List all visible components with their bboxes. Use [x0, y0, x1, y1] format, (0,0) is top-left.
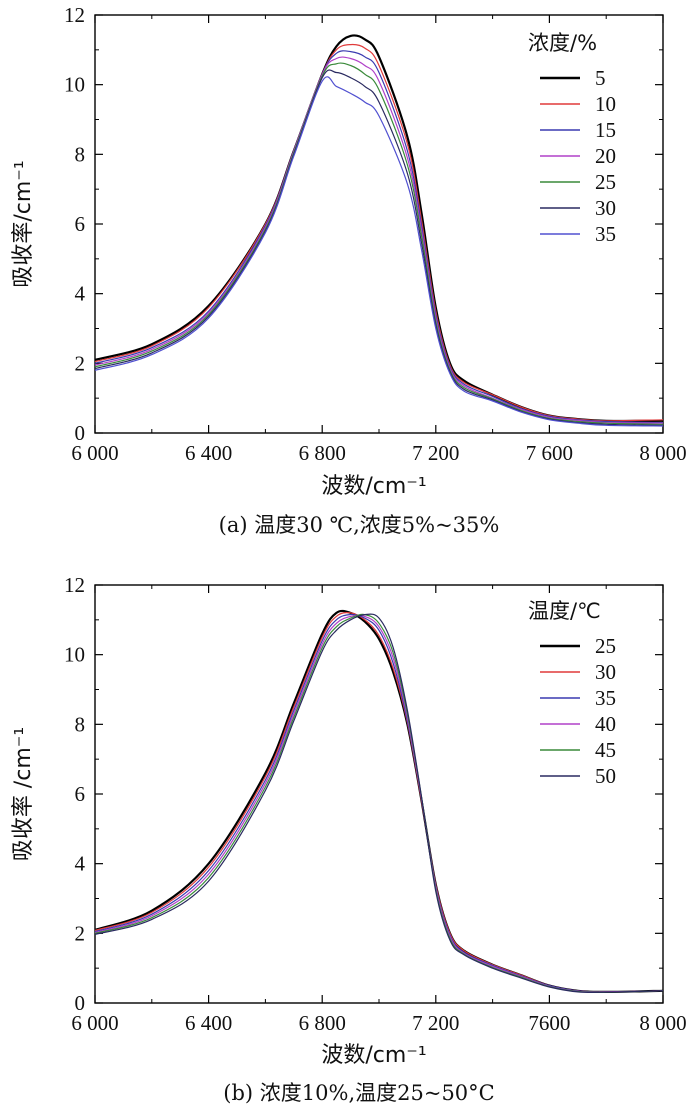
panel-a-x-tick-label: 8 000 — [639, 441, 686, 465]
panel-b-y-axis-title: 吸收率 /cm⁻¹ — [11, 727, 36, 861]
panel-b-legend-label-25: 25 — [595, 634, 616, 658]
panel-a-legend-label-15: 15 — [595, 118, 616, 142]
panel-b-x-tick-label: 8 000 — [639, 1011, 686, 1035]
panel-a-legend-label-30: 30 — [595, 196, 616, 220]
panel-a-y-tick-label: 12 — [64, 3, 85, 27]
panel-a-y-tick-label: 0 — [75, 421, 86, 445]
panel-b-y-tick-label: 0 — [75, 991, 86, 1015]
panel-b-y-tick-label: 12 — [64, 573, 85, 597]
panel-b-series-line-25 — [94, 609, 664, 994]
panel-b-x-tick-label: 6 000 — [71, 1011, 118, 1035]
panel-b-x-tick-label: 6 800 — [299, 1011, 346, 1035]
panel-b-x-axis-title: 波数/cm⁻¹ — [321, 1043, 426, 1068]
panel-b-y-tick-label: 8 — [75, 712, 86, 736]
panel-a-x-tick-label: 7 600 — [526, 441, 573, 465]
panel-a-caption: (a) 温度30 ℃,浓度5%~35% — [219, 513, 500, 537]
panel-b-x-tick-label: 7600 — [528, 1011, 570, 1035]
panel-b-x-tick-label: 6 400 — [185, 1011, 232, 1035]
panel-a-x-tick-label: 6 800 — [299, 441, 346, 465]
panel-a-series-line-15 — [94, 50, 664, 424]
panel-a-y-axis-title: 吸收率/cm⁻¹ — [11, 160, 36, 287]
panel-a-x-tick-label: 7 200 — [412, 441, 459, 465]
panel-b-y-tick-label: 10 — [64, 643, 85, 667]
panel-b-legend-title: 温度/℃ — [528, 599, 601, 623]
panel-a-y-tick-label: 6 — [75, 212, 86, 236]
panel-b-x-tick-label: 7 200 — [412, 1011, 459, 1035]
panel-a-x-tick-label: 6 000 — [71, 441, 118, 465]
panel-a-x-tick-label: 6 400 — [185, 441, 232, 465]
panel-b-legend-label-35: 35 — [595, 686, 616, 710]
panel-a-series-line-5 — [94, 34, 664, 423]
panel-a-legend-label-25: 25 — [595, 170, 616, 194]
panel-a-series-line-20 — [94, 56, 664, 424]
panel-a-series-line-10 — [94, 43, 664, 422]
panel-b-series-line-50 — [94, 613, 664, 994]
panel-b-legend-label-45: 45 — [595, 738, 616, 762]
panel-a-y-tick-label: 10 — [64, 73, 85, 97]
panel-a-legend-label-5: 5 — [595, 66, 606, 90]
panel-a-legend-label-20: 20 — [595, 144, 616, 168]
panel-b-caption: (b) 浓度10%,温度25~50°C — [223, 1081, 494, 1105]
panel-a-series-line-35 — [94, 76, 664, 427]
panel-b-plot-frame — [94, 584, 664, 1004]
panel-b-series-line-30 — [94, 612, 664, 993]
panel-a-legend-label-10: 10 — [595, 92, 616, 116]
panel-b-series-line-35 — [94, 613, 664, 993]
panel-a-legend-title: 浓度/% — [528, 31, 597, 55]
panel-a-series-line-30 — [94, 69, 664, 426]
panel-a-legend-label-35: 35 — [595, 222, 616, 246]
panel-a-y-tick-label: 8 — [75, 142, 86, 166]
panel-a-y-tick-label: 4 — [75, 282, 86, 306]
panel-a-series-line-25 — [94, 62, 664, 425]
panel-b-legend-label-30: 30 — [595, 660, 616, 684]
panel-b-y-tick-label: 6 — [75, 782, 86, 806]
panel-a-x-axis-title: 波数/cm⁻¹ — [321, 474, 426, 499]
panel-a-y-tick-label: 2 — [75, 351, 86, 375]
panel-b-legend-label-40: 40 — [595, 712, 616, 736]
panel-b-y-tick-label: 4 — [75, 852, 86, 876]
panel-b-legend-label-50: 50 — [595, 764, 616, 788]
panel-b-series-line-45 — [94, 613, 664, 993]
panel-b-y-tick-label: 2 — [75, 921, 86, 945]
